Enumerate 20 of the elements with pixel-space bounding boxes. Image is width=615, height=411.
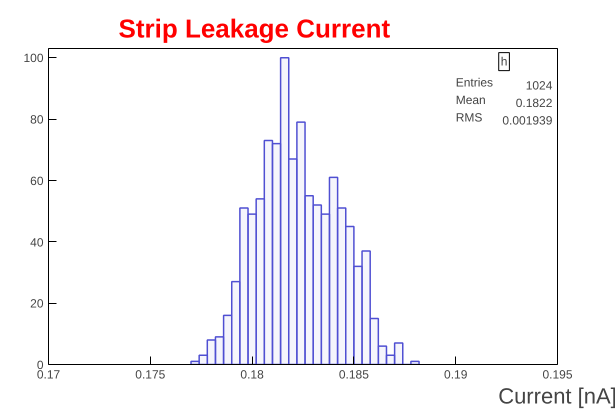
- annotation: Mean: [456, 92, 486, 107]
- x-axis-title: Current [nA]: [498, 384, 615, 408]
- y-tick-label: 20: [30, 296, 44, 311]
- x-tick-label: 0.175: [135, 368, 166, 382]
- annotation: RMS: [456, 110, 482, 124]
- annotation: 0.001939: [502, 113, 553, 128]
- annotation: Entries: [456, 76, 494, 90]
- x-tick-label: 0.17: [36, 368, 61, 382]
- y-tick-label: 80: [30, 112, 44, 127]
- y-tick-label: 40: [30, 235, 44, 250]
- annotation: h: [500, 54, 508, 69]
- chart-title: Strip Leakage Current: [118, 14, 390, 44]
- x-tick-label: 0.185: [338, 368, 370, 382]
- x-tick-label: 0.195: [542, 368, 573, 382]
- y-tick-label: 100: [23, 51, 44, 66]
- x-tick-label: 0.19: [444, 368, 468, 382]
- annotation: 1024: [526, 78, 553, 93]
- x-tick-label: 0.18: [240, 368, 264, 382]
- y-tick-label: 60: [30, 174, 44, 188]
- annotation: 0.1822: [516, 96, 553, 110]
